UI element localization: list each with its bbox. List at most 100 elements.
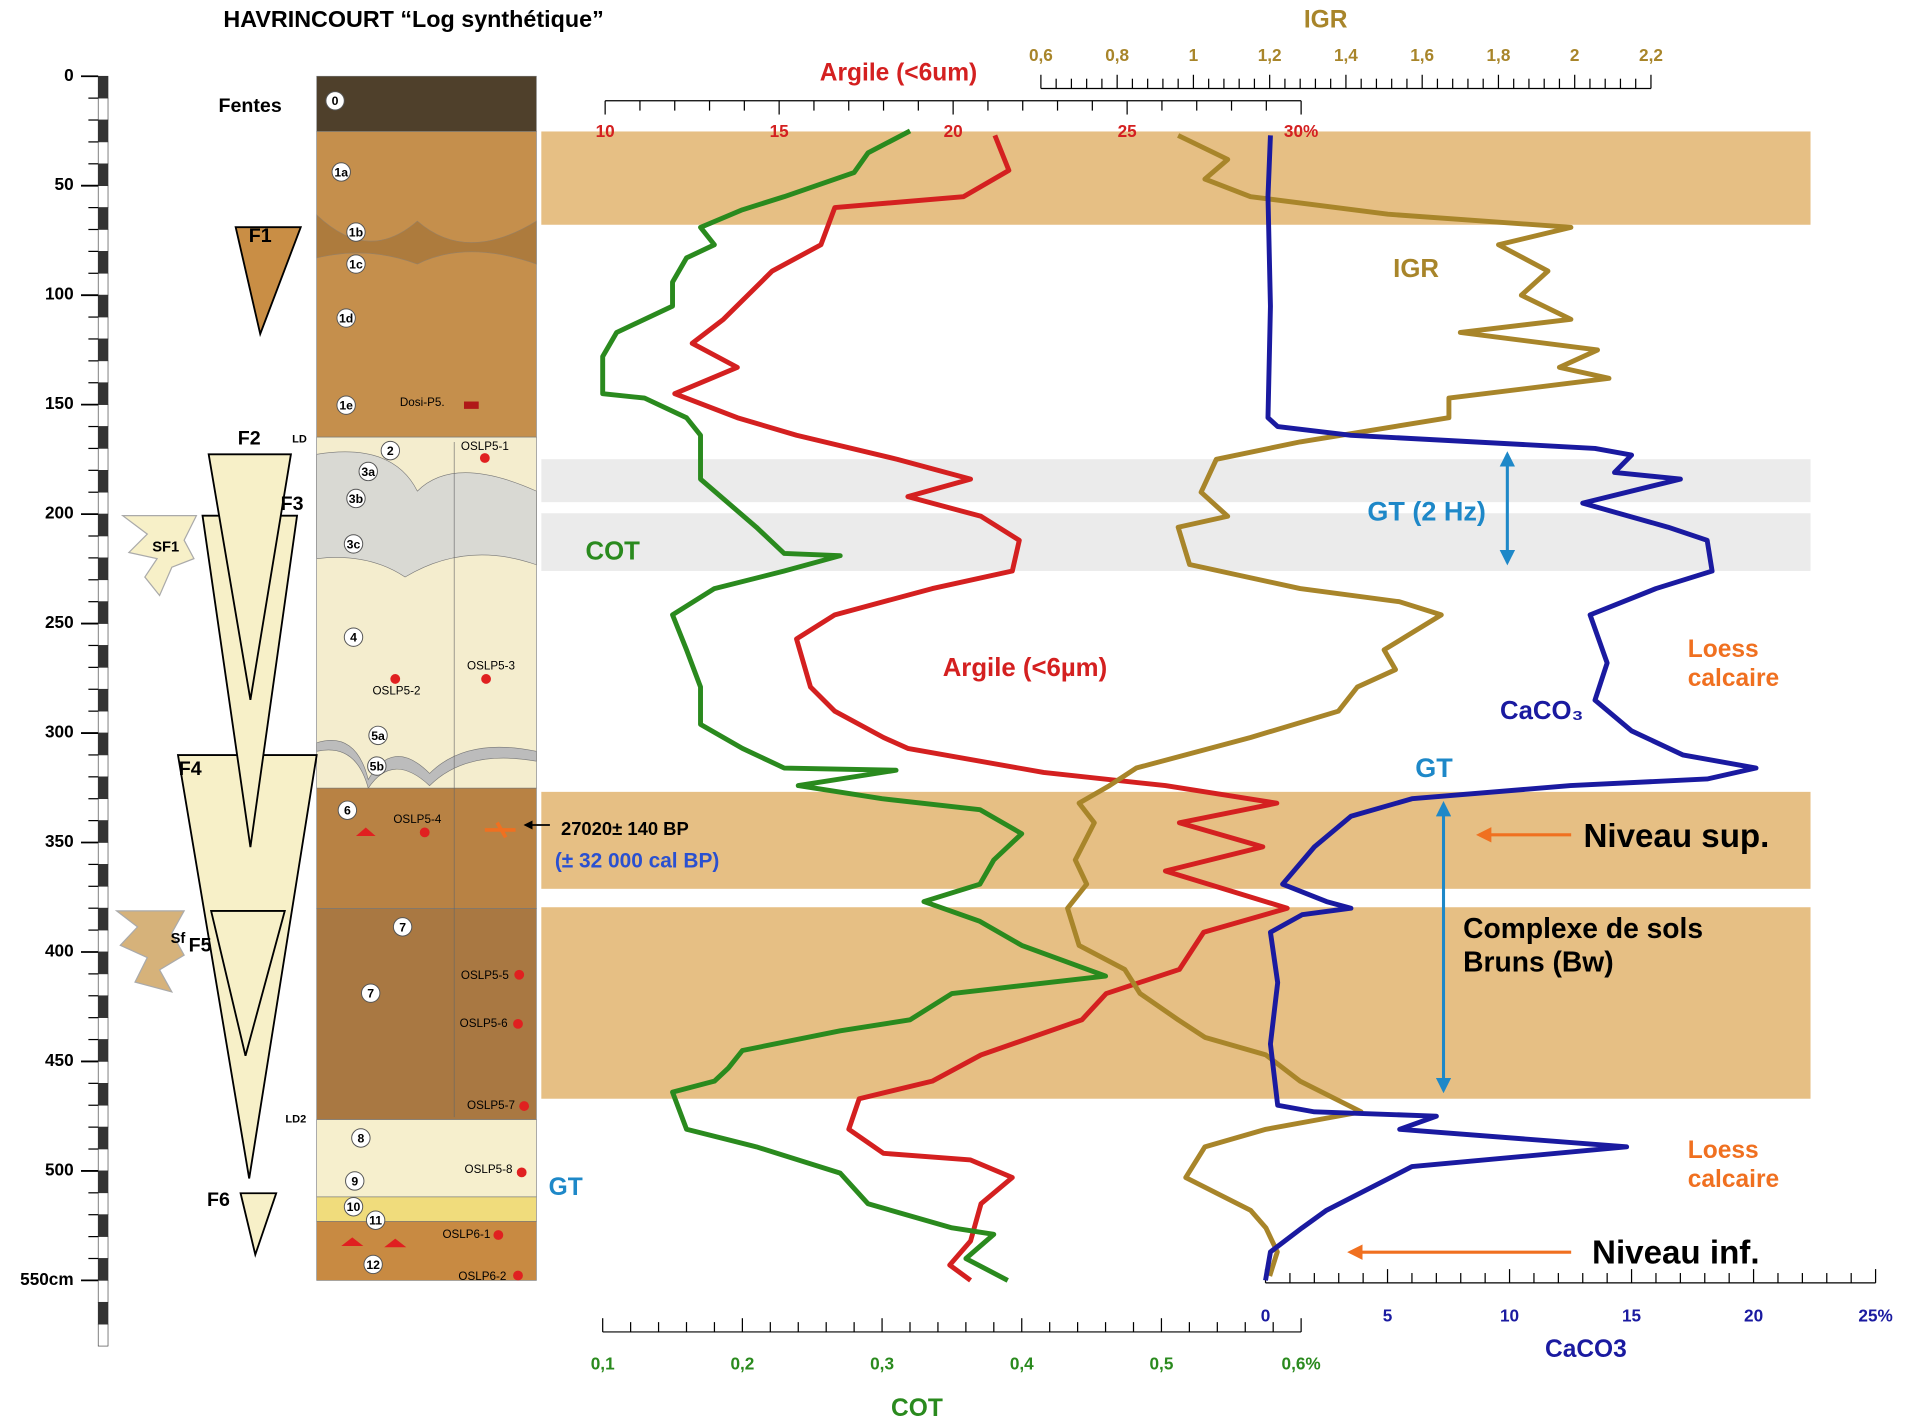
x-tick-label: 0,1 — [591, 1354, 615, 1374]
sample-label: OSLP5-3 — [467, 660, 515, 673]
x-tick-label: 0 — [1261, 1306, 1271, 1326]
scale-segment — [97, 973, 109, 997]
y-tick-label: 250 — [45, 612, 74, 632]
zone — [541, 459, 1811, 503]
scale-segment — [97, 557, 109, 581]
y-tick-label: 400 — [45, 941, 74, 961]
limit-label: LD — [292, 433, 307, 445]
unit-marker — [346, 254, 366, 274]
zone — [541, 131, 1811, 225]
scale-segment — [97, 207, 109, 230]
scale-segment — [97, 1061, 109, 1084]
curve — [600, 128, 1109, 1283]
layer — [316, 908, 537, 1120]
scale-segment — [97, 995, 109, 1018]
sample-dot — [514, 969, 525, 980]
scale-segment — [97, 1104, 109, 1128]
scale-segment — [97, 732, 109, 756]
annotation: Loess — [1688, 636, 1759, 663]
x-tick-label: 5 — [1383, 1306, 1393, 1326]
scale-segment — [97, 1301, 109, 1325]
scale-segment — [97, 382, 109, 405]
scale-segment — [97, 1236, 109, 1259]
x-tick-label: 2,2 — [1639, 45, 1663, 65]
wedge — [114, 910, 186, 993]
scale-segment — [97, 338, 109, 362]
annotation: Niveau sup. — [1583, 818, 1769, 855]
scale-segment — [97, 272, 109, 296]
scale-segment — [97, 185, 109, 208]
scale-segment — [97, 842, 109, 865]
unit-marker — [380, 440, 401, 461]
unit-label: 7 — [399, 920, 406, 934]
unit-label: 1a — [334, 165, 348, 179]
x-tick-label: 25 — [1118, 121, 1138, 141]
unit-marker — [365, 1210, 386, 1230]
unit-label: 1b — [349, 226, 363, 240]
scale-segment — [97, 1126, 109, 1150]
wedge — [234, 226, 303, 338]
y-tick-label: 500 — [45, 1159, 74, 1179]
scale-segment — [97, 141, 109, 165]
unit-label: 3a — [361, 465, 375, 479]
y-tick-label: 100 — [45, 284, 74, 304]
x-tick-label: 30% — [1284, 121, 1318, 141]
wedge-label: F1 — [249, 225, 272, 247]
unit-marker — [325, 91, 345, 111]
scale-segment — [97, 929, 109, 953]
scale-segment — [97, 163, 109, 187]
x-tick-label: 0,6 — [1029, 45, 1053, 65]
y-tick-label: 350 — [45, 831, 74, 851]
scale-segment — [97, 448, 109, 471]
unit-marker — [367, 756, 387, 776]
x-tick-label: 0,4 — [1010, 1354, 1034, 1374]
y-tick-label: 150 — [45, 393, 74, 413]
unit-label: 7 — [367, 987, 374, 1001]
scale-segment — [97, 404, 109, 427]
x-tick-label: 0,2 — [730, 1354, 754, 1374]
unit-label: 10 — [347, 1200, 361, 1214]
scale-segment — [97, 885, 109, 909]
scale-segment — [97, 1017, 109, 1040]
scale-segment — [97, 623, 109, 646]
scale-segment — [97, 360, 109, 384]
sample-label: OSLP6-2 — [458, 1270, 506, 1283]
scale-segment — [97, 229, 109, 252]
scale-segment — [97, 907, 109, 931]
annotation: GT — [1415, 753, 1453, 783]
scale-segment — [97, 513, 109, 537]
unit-marker — [346, 222, 366, 242]
unit-marker — [345, 1171, 365, 1191]
sample-label: OSLP5-4 — [393, 813, 441, 826]
unit-marker — [351, 1128, 371, 1148]
sample-label: OSLP5-8 — [465, 1163, 513, 1176]
axis-title: COT — [891, 1395, 943, 1418]
unit-label: 8 — [357, 1131, 364, 1145]
zone — [541, 907, 1811, 1099]
y-tick-label: 300 — [45, 722, 74, 742]
artefact — [341, 1237, 364, 1247]
wedge — [209, 909, 286, 1057]
annotation: IGR — [1393, 255, 1439, 283]
scale-segment — [97, 97, 109, 121]
sample-dot — [519, 1101, 530, 1111]
x-tick-label: 25% — [1858, 1306, 1892, 1326]
wedge-label: F6 — [207, 1189, 230, 1211]
scale-segment — [97, 667, 109, 690]
wedge-label: F5 — [189, 935, 212, 957]
wedge — [239, 1192, 278, 1258]
unit-label: 3c — [347, 537, 361, 551]
x-tick-label: 2 — [1570, 45, 1580, 65]
sample-dot — [479, 453, 490, 463]
unit-label: 6 — [344, 804, 351, 818]
annotation: 27020± 140 BP — [561, 818, 689, 839]
annotation: Bruns (Bw) — [1463, 945, 1614, 977]
unit-marker — [343, 534, 364, 554]
x-tick-label: 1 — [1189, 45, 1199, 65]
chart-title: HAVRINCOURT “Log synthétique” — [223, 6, 603, 32]
x-tick-label: 0,6% — [1282, 1354, 1321, 1374]
scale-segment — [97, 776, 109, 800]
scale-segment — [97, 294, 109, 318]
axis-title: Argile (<6um) — [820, 59, 977, 86]
